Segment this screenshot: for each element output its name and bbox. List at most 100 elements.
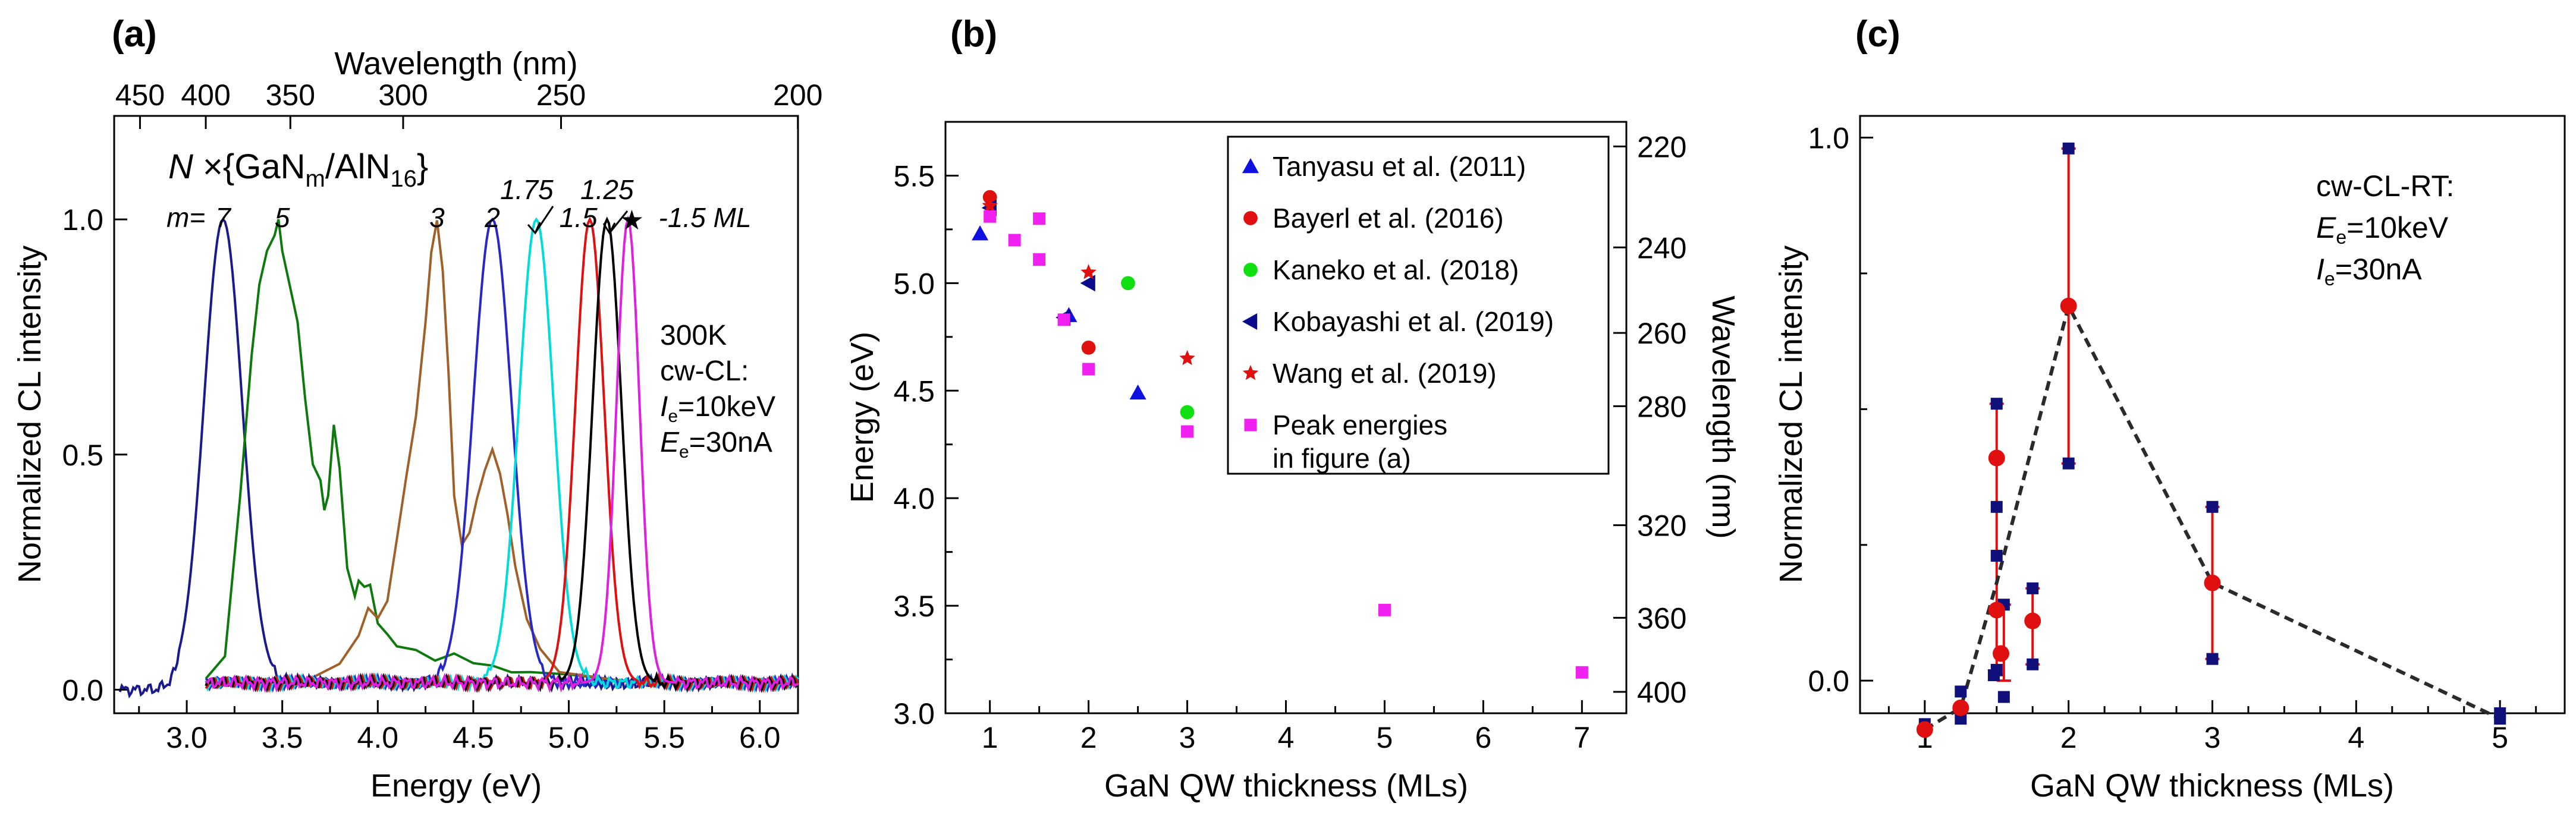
c-data-square (2062, 457, 2075, 470)
arrowhead-175 (527, 222, 541, 235)
c-mean-point (1916, 721, 1933, 738)
cond-300k: 300K (660, 320, 727, 351)
arrowhead-125 (602, 222, 616, 235)
b-point-circle (982, 190, 997, 204)
b-right-tick-label: 320 (1637, 509, 1686, 543)
b-ytick-label: 3.5 (893, 590, 935, 623)
b-xtick-label: 5 (1377, 721, 1393, 754)
title-aln: /AlN (325, 147, 391, 186)
b-xtick-label: 3 (1179, 721, 1196, 754)
c-mean-point (2204, 574, 2221, 591)
cond-ie-sub: e (668, 407, 678, 426)
panel-b-x-axis-label: GaN QW thickness (MLs) (1104, 768, 1468, 804)
b-legend-label: Kobayashi et al. (2019) (1273, 306, 1554, 337)
b-point-square (1181, 425, 1194, 438)
c-cond-ee: Ee=10keV (2316, 211, 2449, 248)
panel-a-y-axis-label: Normalized CL intensity (12, 245, 48, 583)
a-top-tick-label: 250 (536, 78, 586, 112)
b-point-triangle-up (972, 225, 989, 241)
a-peak-annotation: 3 (429, 202, 445, 233)
c-data-square (1987, 669, 2000, 682)
a-top-tick-label: 200 (773, 78, 822, 112)
c-mean-point (1952, 699, 1969, 716)
c-cond-ie-symbol: I (2316, 253, 2324, 286)
b-xtick-label: 4 (1278, 721, 1295, 754)
b-right-tick-label: 220 (1637, 130, 1686, 163)
c-ytick-label: 1.0 (1808, 122, 1849, 155)
title-close: } (417, 147, 428, 186)
c-xtick-label: 3 (2204, 721, 2221, 754)
panel-c-label: (c) (1855, 14, 1900, 55)
a-curve-m-1-5-ml (205, 215, 799, 694)
panel-a-top-axis-label: Wavelength (nm) (334, 46, 577, 81)
b-legend-label: Bayerl et al. (2016) (1273, 203, 1504, 234)
c-data-square (2494, 713, 2506, 725)
a-ytick-label: 0.0 (62, 673, 103, 707)
panel-a-curves (118, 215, 799, 699)
panel-a-conditions: 300K cw-CL: Ie=10keV Ee=30nA (660, 320, 775, 462)
arrow-125 (608, 210, 629, 234)
c-cond-ee-sub: e (2336, 226, 2346, 248)
a-peak-annotation: 1.5 (560, 202, 598, 233)
c-mean-point (2060, 297, 2077, 314)
b-point-circle (1180, 405, 1195, 420)
b-point-triangle-up (1129, 384, 1146, 400)
c-mean-point (1988, 449, 2005, 467)
c-xtick-label: 5 (2492, 721, 2508, 754)
b-point-circle (1121, 276, 1135, 291)
b-right-tick-label: 280 (1637, 390, 1686, 423)
c-data-square (1997, 691, 2010, 703)
b-point-star (1080, 264, 1097, 279)
panel-a: (a) 3.0 3.5 4.0 4.5 5.0 5.5 6.0 0.0 0.5 1.0 450 400… (12, 14, 822, 804)
panel-c-plot (1916, 142, 2506, 738)
panel-a-label: (a) (112, 14, 157, 55)
b-xtick-label: 1 (982, 721, 998, 754)
title-sub-m: m (306, 166, 325, 192)
b-point-triangle-left (1080, 275, 1095, 292)
a-star-marker: ★ (620, 204, 644, 235)
c-cond-ie-val: =30nA (2335, 253, 2423, 286)
b-legend-marker (1242, 158, 1259, 174)
panel-b-points (972, 190, 1588, 679)
panel-a-title: N ×{GaNm/AlN16} (168, 147, 428, 192)
panel-c-y-axis-label: Normalized CL intensity (1773, 245, 1809, 583)
panel-a-x-axis-label: Energy (eV) (370, 768, 542, 804)
panel-c-ticks: 123450.01.0 (1808, 122, 2537, 754)
b-legend-marker (1242, 313, 1258, 330)
b-ytick-label: 5.5 (893, 159, 935, 193)
c-data-square (1990, 500, 2003, 513)
panel-b-right-axis-label: Wavelength (nm) (1705, 295, 1741, 539)
b-ytick-label: 5.0 (893, 267, 935, 300)
b-point-square (1033, 253, 1046, 266)
cond-ee-symbol: E (660, 427, 680, 458)
a-curve-m-5 (205, 219, 799, 685)
a-xtick-label: 6.0 (739, 721, 781, 754)
m-prefix-label: m= (167, 202, 205, 233)
panel-c-x-axis-label: GaN QW thickness (MLs) (2030, 768, 2394, 804)
c-cond-ie-sub: e (2324, 268, 2335, 289)
c-ytick-label: 0.0 (1808, 665, 1849, 698)
a-peak-annotation: 1.25 (580, 174, 634, 205)
b-point-circle (1081, 341, 1096, 355)
c-mean-point (1993, 645, 2009, 662)
panel-a-ticks: 3.0 3.5 4.0 4.5 5.0 5.5 6.0 0.0 0.5 1.0 450 400 350 3… (62, 78, 822, 754)
panel-b-y-axis-label: Energy (eV) (844, 332, 880, 503)
b-legend-marker (1244, 418, 1257, 432)
c-data-square (2206, 500, 2219, 513)
c-cond-ie: Ie=30nA (2316, 253, 2422, 289)
c-data-square (1955, 685, 1967, 698)
a-top-tick-label: 450 (115, 78, 165, 112)
title-sub-16: 16 (390, 166, 417, 192)
a-top-tick-label: 350 (266, 78, 315, 112)
c-cond-line1: cw-CL-RT: (2316, 169, 2454, 203)
b-legend-label: Peak energies (1273, 410, 1447, 440)
c-data-square (2206, 653, 2219, 665)
a-ytick-label: 1.0 (62, 203, 103, 237)
c-xtick-label: 4 (2348, 721, 2364, 754)
b-point-square (1033, 212, 1046, 225)
panel-b-legend (1227, 136, 1610, 475)
panel-a-frame (113, 115, 799, 714)
b-point-square (1057, 313, 1070, 326)
b-legend-label: Kaneko et al. (2018) (1273, 254, 1519, 285)
